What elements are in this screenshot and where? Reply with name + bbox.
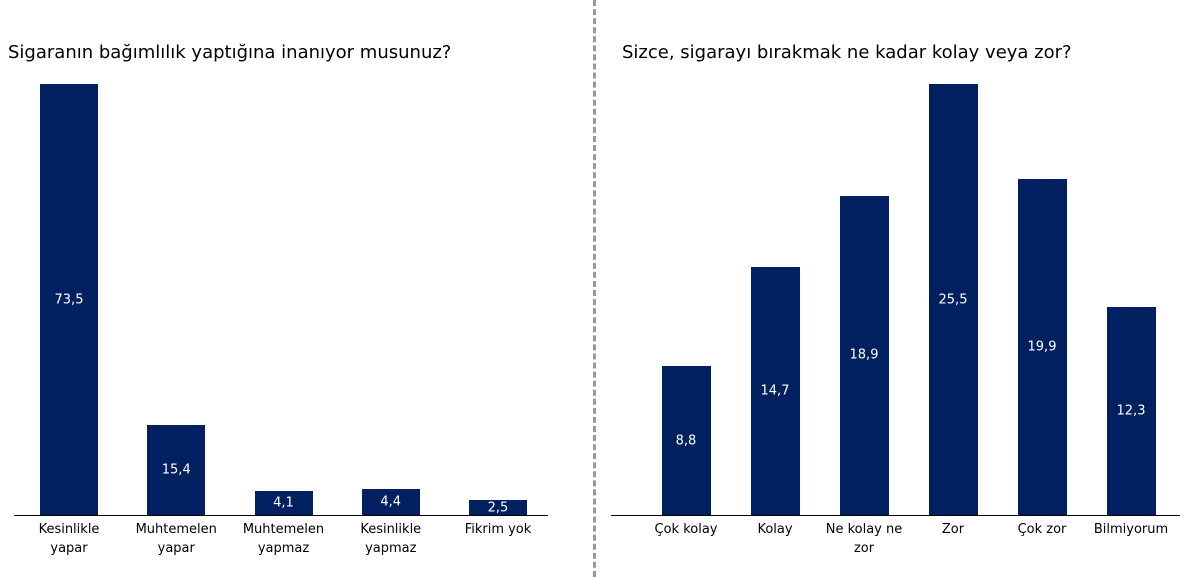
- data-label: 19,9: [1027, 339, 1057, 355]
- x-tick-label: Ne kolay ne zor: [825, 522, 903, 556]
- x-axis: [14, 515, 548, 516]
- x-axis: [611, 515, 1180, 516]
- data-label: 73,5: [54, 292, 84, 307]
- x-tick-label: Fikrim yok: [464, 522, 532, 537]
- chart-title: Sizce, sigarayı bırakmak ne kadar kolay …: [622, 42, 1072, 63]
- data-label: 14,7: [760, 383, 790, 399]
- data-label: 2,5: [487, 500, 509, 516]
- bar: [928, 84, 978, 515]
- data-label: 4,4: [380, 494, 402, 510]
- data-label: 15,4: [161, 462, 191, 478]
- bar: [1106, 307, 1156, 515]
- bar: [254, 490, 313, 515]
- x-tick-label: Çok zor: [1017, 522, 1067, 537]
- data-label: 8,8: [675, 433, 697, 449]
- x-tick-label: Kesinlikle yapar: [38, 522, 100, 556]
- x-tick-label: Zor: [941, 522, 965, 537]
- bar: [661, 366, 711, 515]
- bar: [147, 424, 206, 515]
- x-tick-label: Kolay: [757, 522, 793, 537]
- bar: [40, 84, 98, 515]
- data-label: 18,9: [849, 347, 879, 363]
- x-tick-label: Bilmiyorum: [1093, 522, 1169, 537]
- bar: [839, 195, 889, 515]
- bar: [750, 266, 800, 515]
- bar: [469, 500, 527, 515]
- x-tick-label: Kesinlikle yapmaz: [360, 522, 422, 556]
- data-label: 25,5: [938, 292, 968, 307]
- data-label: 12,3: [1116, 403, 1146, 419]
- divider: [593, 0, 596, 577]
- x-tick-label: Muhtemelen yapmaz: [242, 522, 325, 556]
- bar: [1017, 178, 1067, 515]
- x-tick-label: Muhtemelen yapar: [135, 522, 217, 556]
- x-tick-label: Çok kolay: [654, 522, 718, 537]
- chart-title: Sigaranın bağımlılık yaptığına inanıyor …: [8, 42, 452, 63]
- bar: [361, 489, 420, 515]
- data-label: 4,1: [273, 495, 294, 511]
